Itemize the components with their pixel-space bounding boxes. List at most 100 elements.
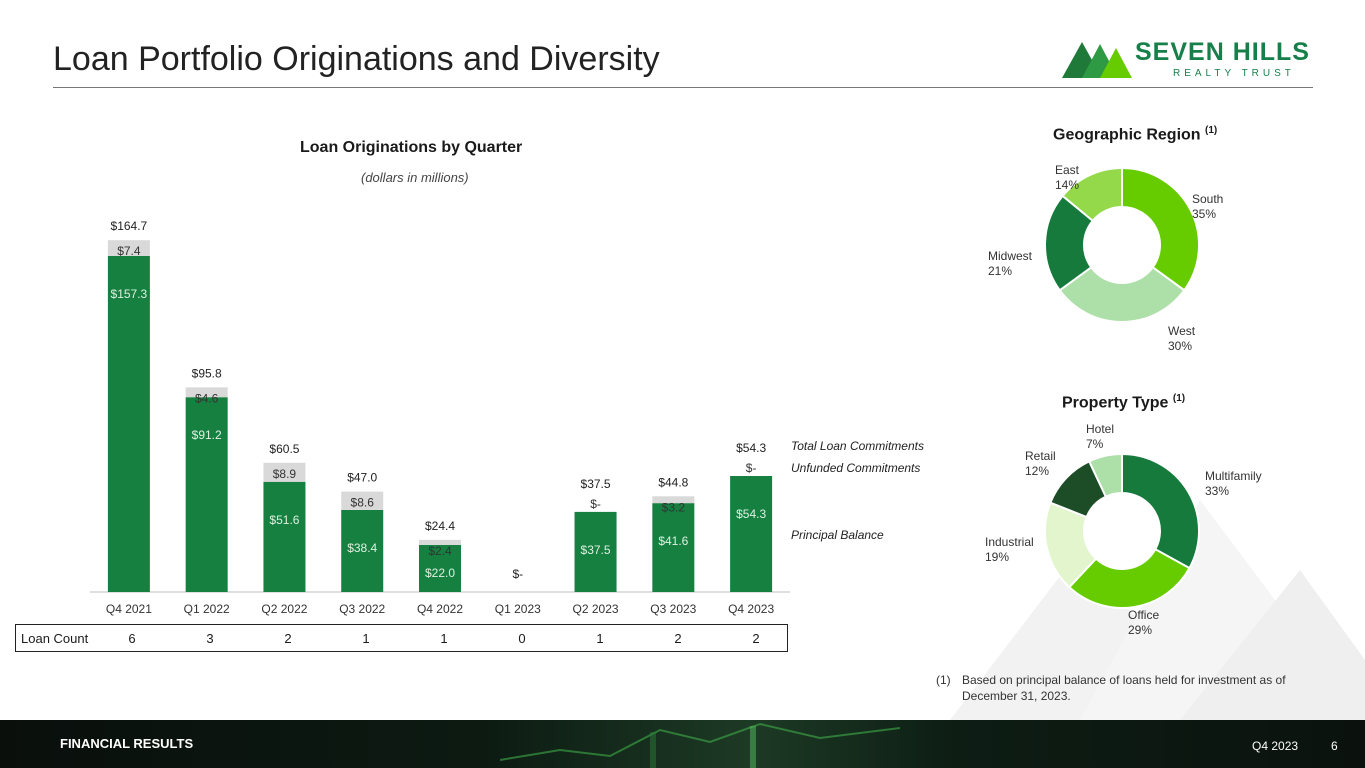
bar-principal-balance <box>185 397 228 592</box>
pie-label-name: South <box>1192 192 1224 206</box>
x-tick-label: Q1 2023 <box>495 602 541 616</box>
donut-slice-south <box>1121 166 1200 292</box>
pie-label-retail: Retail 12% <box>1025 449 1056 479</box>
property-type-title-text: Property Type <box>1062 394 1169 412</box>
footer-bar: FINANCIAL RESULTS Q4 2023 6 <box>0 720 1365 768</box>
principal-data-label: $157.3 <box>111 287 148 301</box>
total-data-label: $164.7 <box>111 219 148 233</box>
bar-unfunded-commitments <box>419 539 461 546</box>
property-type-footnote-ref: (1) <box>1172 393 1186 404</box>
pie-label-value: 7% <box>1086 437 1104 451</box>
pie-label-name: Multifamily <box>1205 469 1262 483</box>
total-data-label: $44.8 <box>658 475 688 489</box>
loan-count-value: 6 <box>128 631 136 646</box>
total-data-label: $60.5 <box>269 442 299 456</box>
title-divider <box>53 87 1313 88</box>
page-title: Loan Portfolio Originations and Diversit… <box>53 40 660 78</box>
mountains-logo-icon <box>1062 42 1132 78</box>
company-logo: SEVEN HILLS REALTY TRUST <box>1060 38 1320 82</box>
geographic-region-donut-chart <box>1044 166 1200 323</box>
bar-unfunded-commitments <box>185 387 228 398</box>
total-data-label: $54.3 <box>736 441 766 455</box>
loan-count-value: 3 <box>206 631 214 646</box>
geographic-region-title-text: Geographic Region <box>1053 126 1201 144</box>
total-data-label: $37.5 <box>581 477 611 491</box>
donut-slice-hotel <box>1087 452 1123 498</box>
pie-label-value: 35% <box>1192 207 1217 221</box>
pie-label-value: 12% <box>1025 464 1050 478</box>
legend-total-commitments: Total Loan Commitments <box>791 439 924 453</box>
loan-count-value: 1 <box>440 631 448 646</box>
pie-label-name: Retail <box>1025 449 1056 463</box>
unfunded-data-label: $8.6 <box>351 496 375 510</box>
footnote-text: Based on principal balance of loans held… <box>962 673 1286 703</box>
loan-count-value: 2 <box>674 631 682 646</box>
principal-data-label: $38.4 <box>347 541 377 555</box>
geographic-region-footnote-ref: (1) <box>1205 125 1218 136</box>
bar-chart-subtitle: (dollars in millions) <box>361 170 469 185</box>
footer-section-label: FINANCIAL RESULTS <box>60 736 194 751</box>
pie-label-name: East <box>1055 163 1080 177</box>
unfunded-data-label: $2.4 <box>428 544 452 558</box>
pie-label-value: 33% <box>1205 484 1230 498</box>
donut-slice-multifamily <box>1121 452 1200 570</box>
loan-count-value: 1 <box>362 631 370 646</box>
legend-principal-balance: Principal Balance <box>791 528 884 542</box>
unfunded-data-label: $3.2 <box>662 500 686 514</box>
bar-principal-balance <box>730 476 773 592</box>
x-tick-label: Q2 2023 <box>573 602 619 616</box>
loan-count-label: Loan Count <box>21 631 89 646</box>
donut-slice-west <box>1058 265 1186 323</box>
footer-period: Q4 2023 <box>1252 739 1299 753</box>
principal-data-label: $54.3 <box>736 507 766 521</box>
loan-count-value: 2 <box>284 631 292 646</box>
geographic-region-title: Geographic Region (1) <box>1053 125 1217 144</box>
x-tick-label: Q1 2022 <box>184 602 230 616</box>
footer-page-number: 6 <box>1331 739 1338 753</box>
bar-principal-balance <box>107 256 150 592</box>
logo-subtitle: REALTY TRUST <box>1173 68 1295 79</box>
bar-unfunded-commitments <box>652 496 695 504</box>
pie-label-hotel: Hotel 7% <box>1086 422 1114 452</box>
bar-principal-balance <box>263 481 306 592</box>
logo-name: SEVEN HILLS <box>1135 38 1310 66</box>
x-tick-label: Q4 2022 <box>417 602 463 616</box>
pie-label-name: West <box>1168 324 1196 338</box>
pie-label-name: Office <box>1128 608 1160 622</box>
pie-label-midwest: Midwest 21% <box>988 249 1032 279</box>
bar-principal-balance <box>419 545 461 592</box>
pie-label-industrial: Industrial 19% <box>985 535 1034 565</box>
unfunded-data-label: $7.4 <box>117 244 141 258</box>
x-tick-label: Q3 2023 <box>650 602 696 616</box>
unfunded-data-label: $4.6 <box>195 391 219 405</box>
legend-unfunded-commitments: Unfunded Commitments <box>791 461 921 475</box>
pie-label-west: West 30% <box>1168 324 1195 354</box>
bar-unfunded-commitments <box>263 462 306 482</box>
total-data-label: $47.0 <box>347 471 377 485</box>
principal-data-label: $37.5 <box>581 543 611 557</box>
unfunded-data-label: $- <box>590 497 601 511</box>
pie-label-office: Office 29% <box>1128 608 1159 638</box>
x-tick-label: Q4 2021 <box>106 602 152 616</box>
pie-label-value: 30% <box>1168 339 1193 353</box>
unfunded-data-label: $- <box>746 461 757 475</box>
loan-count-value: 1 <box>596 631 604 646</box>
total-data-label: $95.8 <box>192 366 222 380</box>
loan-count-value: 0 <box>518 631 526 646</box>
bar-unfunded-commitments <box>107 240 150 256</box>
pie-label-value: 14% <box>1055 178 1080 192</box>
x-tick-label: Q4 2023 <box>728 602 774 616</box>
pie-label-value: 19% <box>985 550 1010 564</box>
principal-data-label: $41.6 <box>658 534 688 548</box>
donut-slice-office <box>1067 547 1191 609</box>
principal-data-label: $91.2 <box>192 428 222 442</box>
pie-label-name: Midwest <box>988 249 1033 263</box>
unfunded-data-label: $8.9 <box>273 467 297 481</box>
bar-principal-balance <box>574 511 617 592</box>
pie-label-name: Industrial <box>985 535 1034 549</box>
property-type-donut-chart <box>1044 452 1200 609</box>
background-mountains <box>950 500 1365 720</box>
principal-data-label: $22.0 <box>425 566 455 580</box>
x-tick-label: Q2 2022 <box>261 602 307 616</box>
property-type-title: Property Type (1) <box>1062 393 1185 412</box>
